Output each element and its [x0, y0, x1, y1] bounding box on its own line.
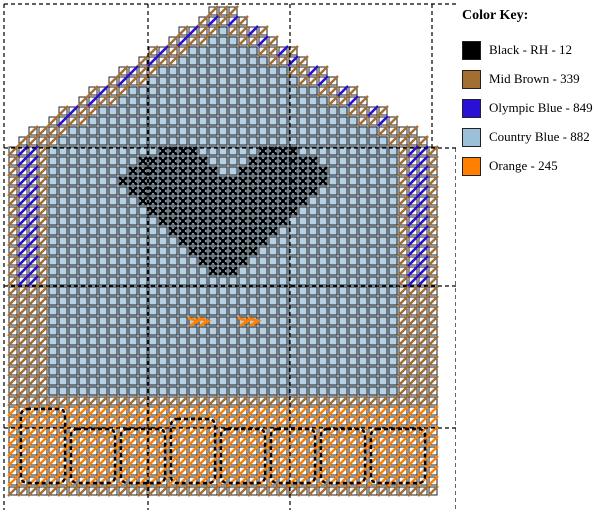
color-key-row-mid-brown: Mid Brown - 339: [458, 69, 616, 89]
color-key-label: Country Blue - 882: [489, 129, 590, 144]
mid-brown-swatch: [462, 69, 481, 89]
color-key: Color Key: Black - RH - 12 Mid Brown - 3…: [458, 8, 616, 185]
black-swatch: [462, 40, 481, 60]
orange-swatch: [462, 156, 481, 176]
section-guides: [3, 3, 456, 510]
color-key-row-olympic-blue: Olympic Blue - 849: [458, 98, 616, 118]
country-blue-swatch: [462, 127, 481, 147]
color-key-label: Orange - 245: [489, 158, 558, 173]
color-key-title: Color Key:: [462, 8, 529, 23]
color-key-row-black: Black - RH - 12: [458, 40, 616, 60]
color-key-label: Olympic Blue - 849: [489, 100, 593, 115]
olympic-blue-swatch: [462, 98, 481, 118]
color-key-label: Mid Brown - 339: [489, 71, 580, 86]
black-stitches: [19, 146, 427, 485]
cross-stitch-pattern: [3, 3, 456, 510]
color-key-row-orange: Orange - 245: [458, 156, 616, 176]
orange-stitches: [7, 316, 439, 487]
color-key-row-country-blue: Country Blue - 882: [458, 127, 616, 147]
color-key-label: Black - RH - 12: [489, 42, 573, 57]
